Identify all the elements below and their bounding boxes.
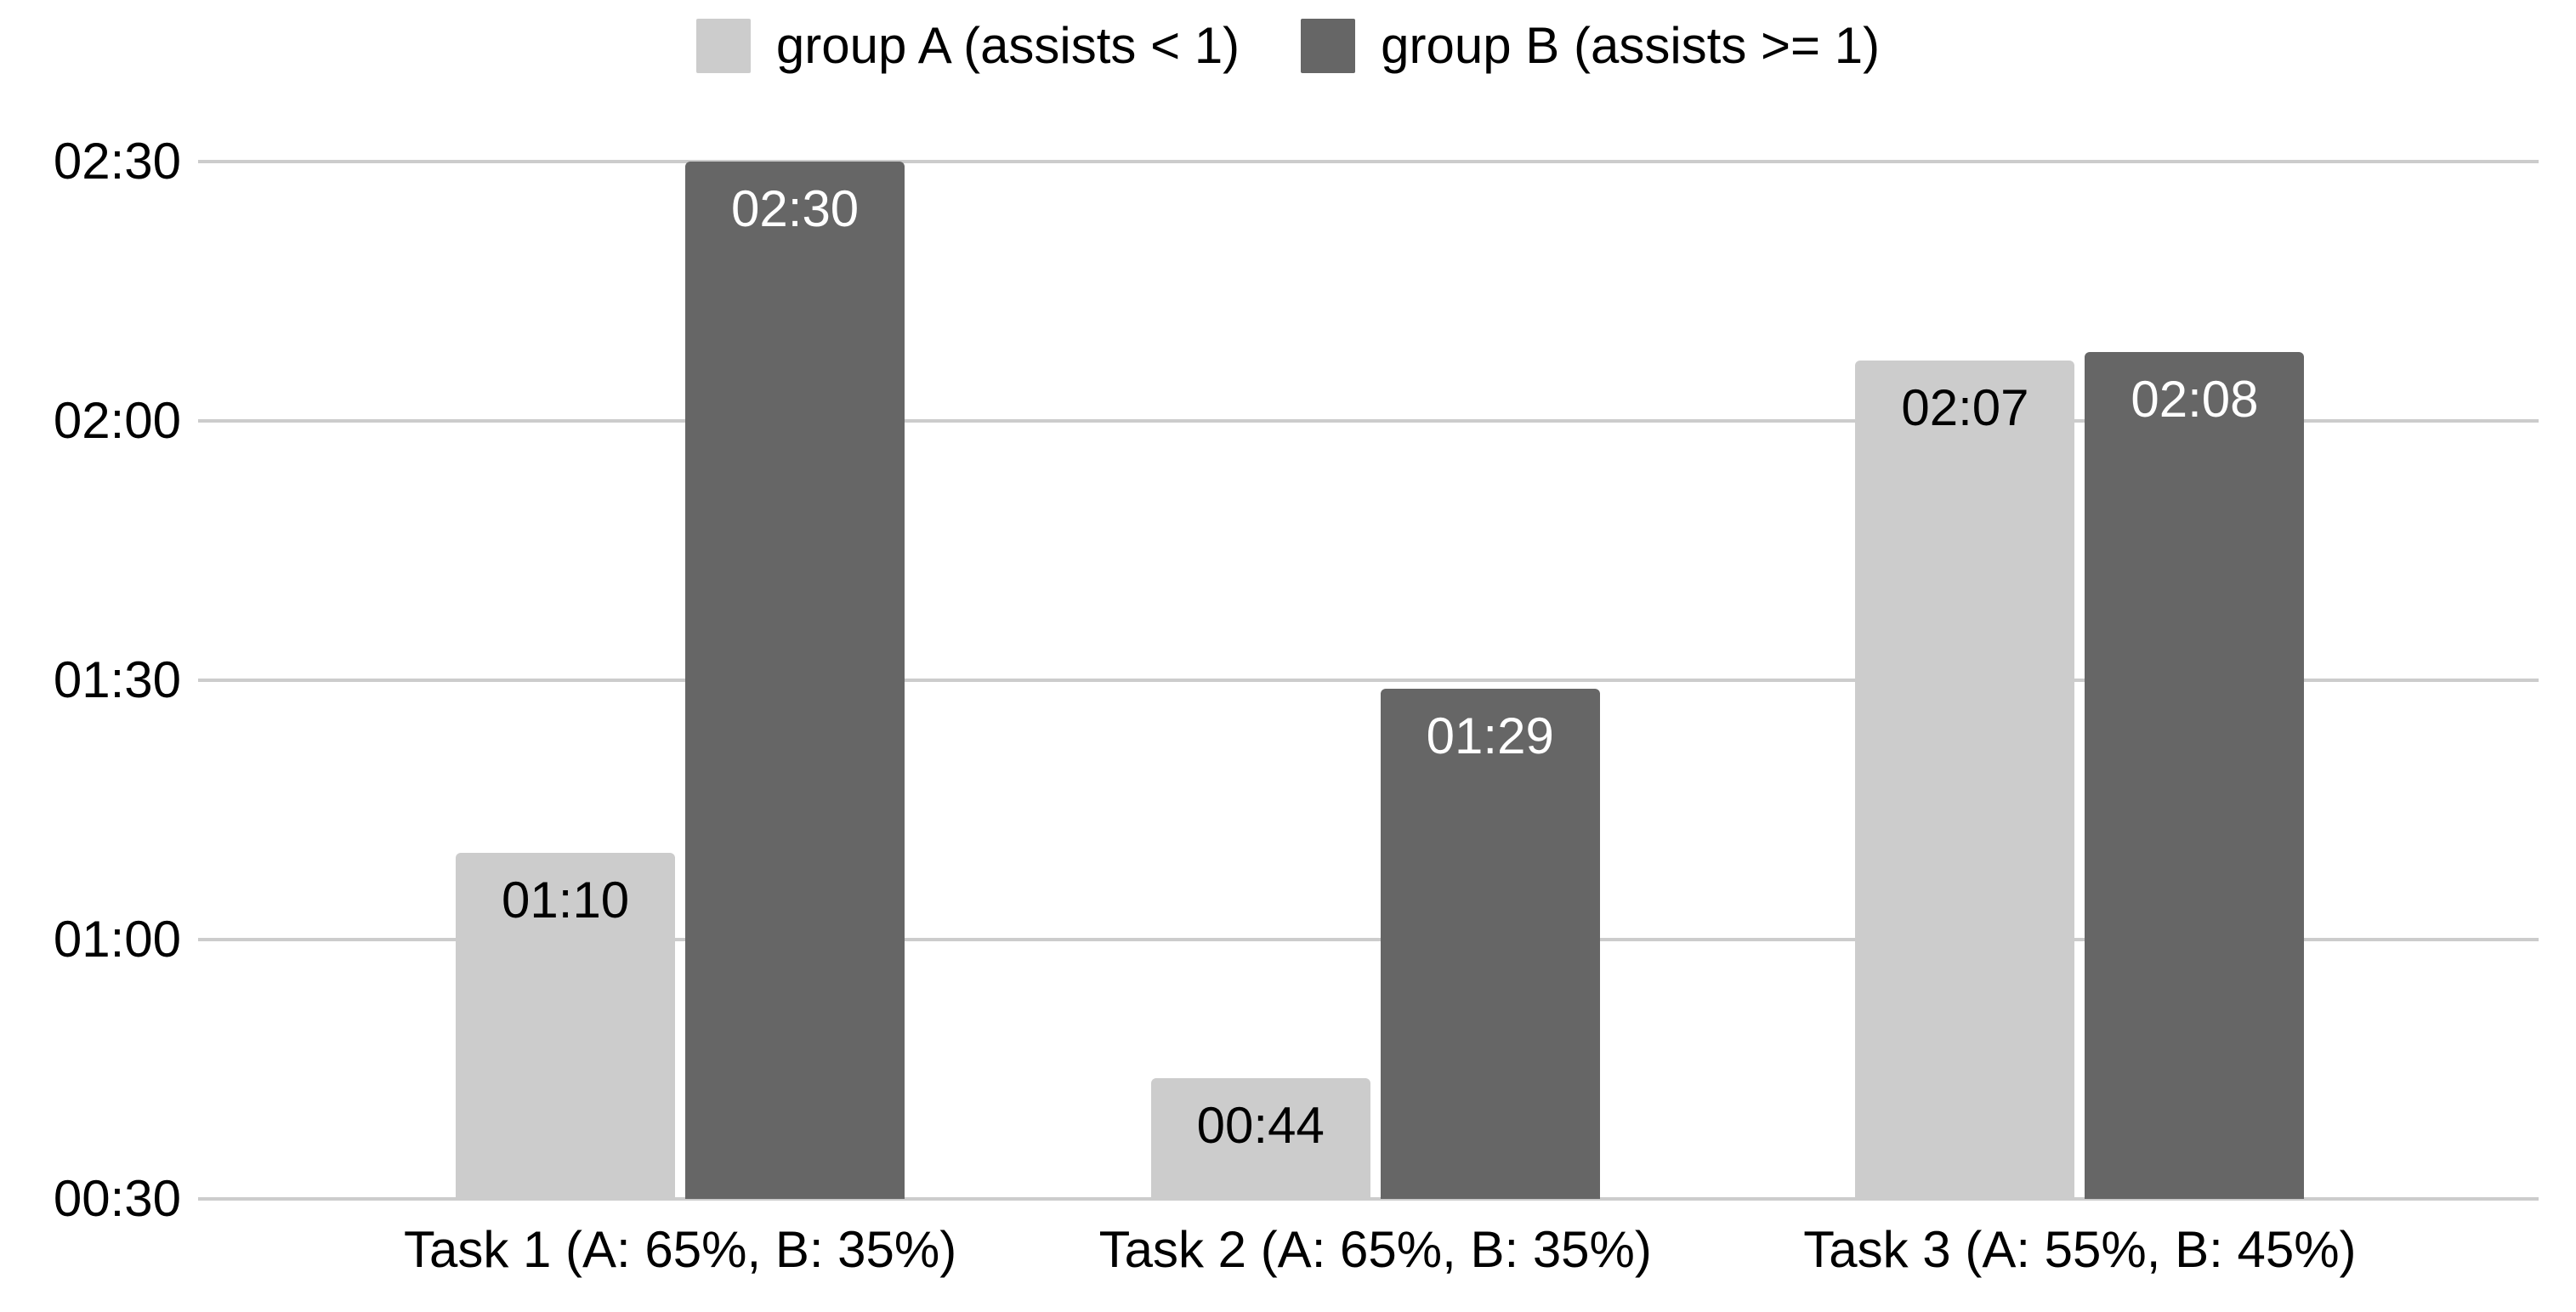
- y-tick-label: 01:30: [53, 651, 181, 708]
- y-tick-label: 02:30: [53, 133, 181, 190]
- legend-item-group-a: group A (assists < 1): [695, 17, 1240, 74]
- legend-swatch-group-b: [1301, 19, 1356, 73]
- bar-value-label: 01:29: [1426, 707, 1554, 765]
- y-tick-label: 01:00: [53, 911, 181, 968]
- bar-value-label: 02:30: [731, 180, 860, 237]
- bar-value-label: 02:07: [1901, 378, 2029, 436]
- gridline-00:30: [198, 1197, 2539, 1201]
- y-axis: 00:30 01:00 01:30 02:00 02:30: [0, 136, 181, 1224]
- x-category-label-task-1: Task 1 (A: 65%, B: 35%): [403, 1221, 957, 1278]
- bar-group-a-task-2: 00:44: [1150, 1077, 1370, 1199]
- gridline-02:30: [198, 160, 2539, 163]
- bar-value-label: 01:10: [502, 872, 630, 929]
- gridline-01:00: [198, 938, 2539, 941]
- x-axis: Task 1 (A: 65%, B: 35%) Task 2 (A: 65%, B…: [198, 1223, 2539, 1282]
- legend-swatch-group-a: [695, 19, 751, 73]
- legend: group A (assists < 1) group B (assists >…: [0, 19, 2576, 73]
- bar-group-a-task-3: 02:07: [1855, 360, 2075, 1199]
- bar-group-b-task-2: 01:29: [1380, 689, 1600, 1199]
- x-category-label-task-2: Task 2 (A: 65%, B: 35%): [1098, 1221, 1652, 1278]
- y-tick-label: 02:00: [53, 392, 181, 449]
- gridline-01:30: [198, 679, 2539, 682]
- bar-value-label: 00:44: [1196, 1096, 1325, 1154]
- plot-area: 01:10 02:30 00:44 01:29 02:07 02:08: [198, 160, 2539, 1201]
- x-category-label-task-3: Task 3 (A: 55%, B: 45%): [1803, 1221, 2357, 1278]
- bar-group-a-task-1: 01:10: [456, 853, 676, 1199]
- y-tick-label: 00:30: [53, 1170, 181, 1227]
- gridline-02:00: [198, 419, 2539, 423]
- bar-group-b-task-3: 02:08: [2085, 351, 2305, 1199]
- bar-value-label: 02:08: [2131, 370, 2259, 428]
- legend-label-group-b: group B (assists >= 1): [1381, 17, 1881, 74]
- legend-label-group-a: group A (assists < 1): [775, 17, 1240, 74]
- bar-group-b-task-1: 02:30: [685, 162, 905, 1199]
- legend-item-group-b: group B (assists >= 1): [1301, 19, 1880, 73]
